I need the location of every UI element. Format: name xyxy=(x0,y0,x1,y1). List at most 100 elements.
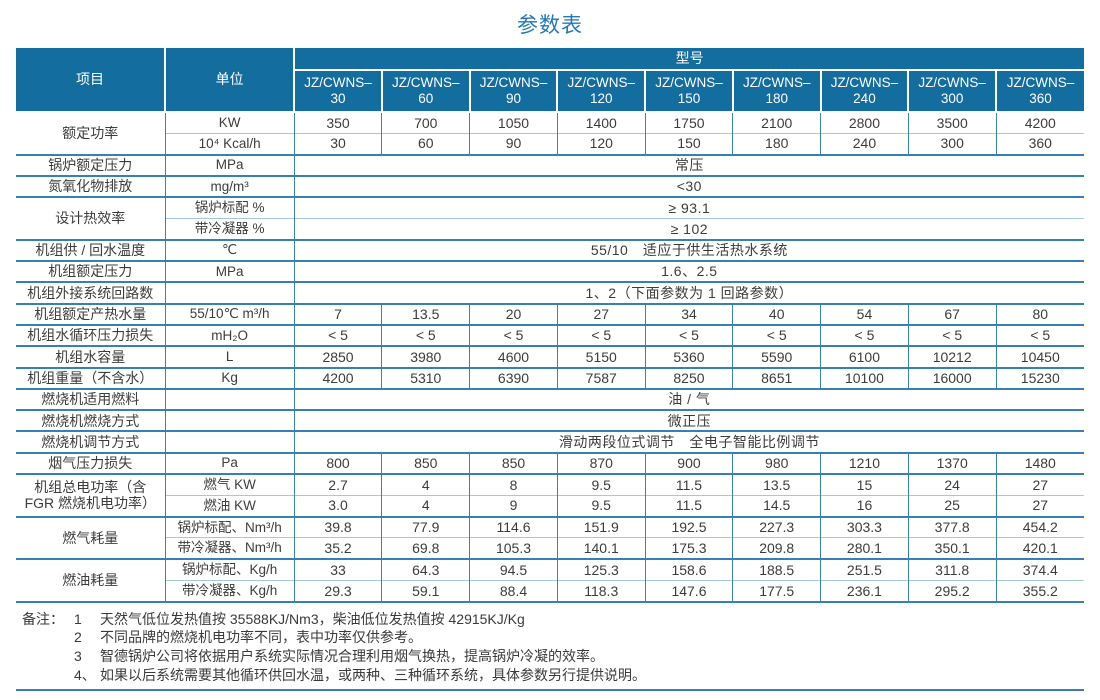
header-model-cell: JZ/CWNS– 150 xyxy=(644,69,734,113)
row-label-cell: 额定功率 xyxy=(16,112,166,155)
row-label-cell: 设计热效率 xyxy=(16,196,166,240)
value-cell: 7 xyxy=(293,302,383,325)
unit-cell: 锅炉标配、Kg/h xyxy=(164,558,295,581)
value-cell: 4200 xyxy=(995,112,1084,134)
value-cell: 20 xyxy=(469,302,558,325)
span-value-cell: ≥ 93.1 xyxy=(293,196,1084,219)
row-label-cell: 燃烧机调节方式 xyxy=(16,430,166,453)
value-cell: 1050 xyxy=(469,112,558,134)
value-cell: 377.8 xyxy=(907,515,997,538)
value-cell: < 5 xyxy=(293,323,383,347)
unit-cell: 燃气 KW xyxy=(164,473,295,496)
row-label-cell: 机组总电功率（含 FGR 燃烧机电功率） xyxy=(16,473,166,517)
value-cell: 5590 xyxy=(732,345,822,368)
table-row: 带冷凝器、Nm³/h 35.2 69.8 105.3 140.1 175.3 209.8 28… xyxy=(16,537,1084,560)
value-cell: 3.0 xyxy=(293,494,383,517)
value-cell: 2850 xyxy=(293,345,383,368)
value-cell: 114.6 xyxy=(469,515,558,538)
table-row: 燃油 KW 3.0 4 9 9.5 11.5 14.5 16 25 27 xyxy=(16,494,1084,517)
value-cell: 8651 xyxy=(732,366,822,389)
table-header: 项目 单位 型号 JZ/CWNS– 30 JZ/CWNS– 60 JZ/CWNS– … xyxy=(16,48,1084,113)
value-cell: 27 xyxy=(556,302,646,325)
value-cell: 311.8 xyxy=(907,558,997,581)
table-row: 机组额定产热水量 55/10℃ m³/h 7 13.5 20 27 34 40 54 67 80 xyxy=(16,302,1084,325)
value-cell: 700 xyxy=(381,112,471,134)
row-label-cell: 机组外接系统回路数 xyxy=(16,281,166,304)
value-cell: 350 xyxy=(293,112,383,134)
header-model-cell: JZ/CWNS– 90 xyxy=(468,69,559,113)
row-label-cell: 机组水容量 xyxy=(16,345,166,368)
value-cell: 118.3 xyxy=(556,580,646,602)
value-cell: 209.8 xyxy=(732,537,822,560)
value-cell: 2100 xyxy=(732,112,822,134)
note-text: 天然气低位发热值按 35588KJ/Nm3，柴油低位发热值按 42915KJ/K… xyxy=(100,610,525,627)
row-label-cell: 机组额定产热水量 xyxy=(16,302,166,325)
value-cell: 158.6 xyxy=(644,558,734,581)
note-text: 不同品牌的燃烧机电功率不同，表中功率仅供参考。 xyxy=(100,629,422,646)
value-cell: < 5 xyxy=(381,323,471,347)
table-row: 机组外接系统回路数 1、2（下面参数为 1 回路参数） xyxy=(16,281,1084,304)
value-cell: 16 xyxy=(820,494,909,517)
value-cell: 3500 xyxy=(907,112,997,134)
note-line: 3 智德锅炉公司将依据用户系统实际情况合理利用烟气换热，提高锅炉冷凝的效率。 xyxy=(74,647,1084,666)
span-value-cell: 常压 xyxy=(293,153,1084,176)
value-cell: 420.1 xyxy=(995,537,1084,560)
value-cell: 295.2 xyxy=(907,580,997,602)
value-cell: 15230 xyxy=(995,366,1084,389)
value-cell: 5360 xyxy=(644,345,734,368)
parameter-table: 项目 单位 型号 JZ/CWNS– 30 JZ/CWNS– 60 JZ/CWNS– … xyxy=(16,48,1084,603)
value-cell: 94.5 xyxy=(469,558,558,581)
value-cell: < 5 xyxy=(820,323,909,347)
table-row: 设计热效率 锅炉标配 % ≥ 93.1 xyxy=(16,196,1084,240)
value-cell: 59.1 xyxy=(381,580,471,602)
table-row: 机组重量（不含水） Kg 4200 5310 6390 7587 8250 8651 10100… xyxy=(16,366,1084,389)
value-cell: 374.4 xyxy=(995,558,1084,581)
unit-cell xyxy=(164,409,295,432)
value-cell: 280.1 xyxy=(820,537,909,560)
unit-cell xyxy=(164,430,295,453)
value-cell: 151.9 xyxy=(556,515,646,538)
value-cell: 3980 xyxy=(381,345,471,368)
value-cell: 454.2 xyxy=(995,515,1084,538)
unit-cell: Kg xyxy=(164,366,295,389)
model-header-row: JZ/CWNS– 30 JZ/CWNS– 60 JZ/CWNS– 90 JZ/CWNS… xyxy=(16,69,1084,113)
value-cell: 120 xyxy=(556,132,646,155)
value-cell: 177.5 xyxy=(732,580,822,602)
row-label-cell: 燃气耗量 xyxy=(16,515,166,560)
span-value-cell: 滑动两段位式调节 全电子智能比例调节 xyxy=(293,430,1084,453)
value-cell: 35.2 xyxy=(293,537,383,560)
value-cell: 105.3 xyxy=(469,537,558,560)
value-cell: 67 xyxy=(907,302,997,325)
unit-cell: 带冷凝器 % xyxy=(165,217,295,240)
value-cell: 360 xyxy=(995,132,1084,155)
header-item-cell: 项目 xyxy=(16,48,167,113)
value-cell: 25 xyxy=(907,494,997,517)
table-row: 燃烧机调节方式 滑动两段位式调节 全电子智能比例调节 xyxy=(16,430,1084,453)
table-row: 燃烧机燃烧方式 微正压 xyxy=(16,409,1084,432)
value-cell: 14.5 xyxy=(732,494,822,517)
value-cell: 1400 xyxy=(556,112,646,134)
row-label-cell: 燃烧机燃烧方式 xyxy=(16,409,166,432)
row-label-cell: 燃油耗量 xyxy=(16,558,166,602)
value-cell: 39.8 xyxy=(293,515,383,538)
table-row: 机组水循环压力损失 mH₂O < 5 < 5 < 5 < 5 < 5 < 5 < 5 < 5 < 5 xyxy=(16,323,1084,347)
value-cell: < 5 xyxy=(644,323,734,347)
note-line: 1 天然气低位发热值按 35588KJ/Nm3，柴油低位发热值按 42915KJ/… xyxy=(74,610,1084,629)
span-value-cell: ≥ 102 xyxy=(293,217,1084,240)
span-value-cell: 1.6、2.5 xyxy=(293,260,1084,283)
value-cell: 4 xyxy=(381,473,471,496)
unit-cell xyxy=(164,387,295,411)
value-cell: 13.5 xyxy=(381,302,471,325)
value-cell: 69.8 xyxy=(381,537,471,560)
unit-cell: 55/10℃ m³/h xyxy=(164,302,295,325)
value-cell: 147.6 xyxy=(644,580,734,602)
value-cell: 355.2 xyxy=(995,580,1084,602)
bottom-rule xyxy=(16,689,1084,692)
header-model-group-cell: 型号 xyxy=(293,48,1084,71)
header-unit-cell: 单位 xyxy=(164,48,296,113)
table-row: 烟气压力损失 Pa 800 850 850 870 900 980 1210 1370 1480 xyxy=(16,451,1084,475)
value-cell: 5310 xyxy=(381,366,471,389)
table-row: 机组额定压力 MPa 1.6、2.5 xyxy=(16,260,1084,283)
value-cell: 2.7 xyxy=(293,473,383,496)
unit-cell xyxy=(164,281,295,304)
